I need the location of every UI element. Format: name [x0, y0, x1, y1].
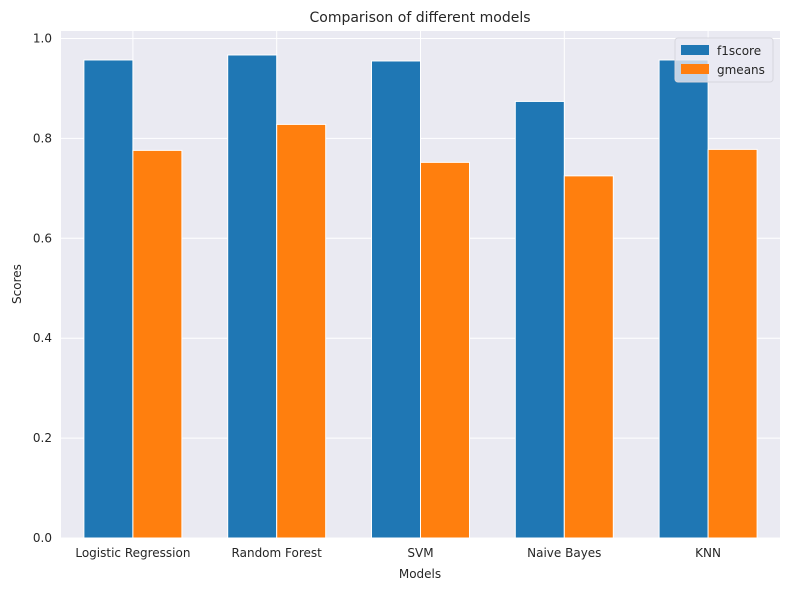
legend-swatch-gmeans — [681, 64, 709, 74]
bar-gmeans — [707, 148, 758, 539]
y-tick-label: 0.8 — [33, 131, 52, 145]
bar-gmeans — [563, 175, 614, 539]
bars — [83, 54, 758, 539]
bar-gmeans — [132, 149, 183, 539]
bar-f1score — [514, 100, 565, 539]
bar-f1score — [658, 59, 709, 539]
chart-title: Comparison of different models — [309, 10, 530, 26]
x-tick-label: Random Forest — [232, 546, 323, 560]
legend-label: f1score — [717, 44, 761, 58]
legend-label: gmeans — [717, 63, 765, 77]
y-axis-ticks: 0.0 0.2 0.4 0.6 0.8 1.0 — [33, 31, 52, 545]
x-tick-label: Naive Bayes — [527, 546, 601, 560]
bar-gmeans — [276, 123, 327, 539]
legend: f1score gmeans — [674, 37, 774, 83]
x-axis-ticks: Logistic Regression Random Forest SVM Naive… — [75, 546, 721, 560]
bar-f1score — [371, 60, 421, 539]
x-tick-label: Logistic Regression — [75, 546, 190, 560]
y-tick-label: 0.4 — [33, 331, 52, 345]
x-axis-label: Models — [399, 567, 441, 581]
legend-swatch-f1score — [681, 45, 709, 55]
x-tick-label: SVM — [407, 546, 433, 560]
y-tick-label: 1.0 — [33, 31, 52, 45]
y-axis-label: Scores — [10, 264, 24, 304]
bar-gmeans — [420, 161, 470, 539]
bar-f1score — [83, 59, 134, 539]
y-tick-label: 0.0 — [33, 531, 52, 545]
x-tick-label: KNN — [695, 546, 721, 560]
y-tick-label: 0.2 — [33, 431, 52, 445]
y-tick-label: 0.6 — [33, 231, 52, 245]
bar-f1score — [227, 54, 278, 539]
